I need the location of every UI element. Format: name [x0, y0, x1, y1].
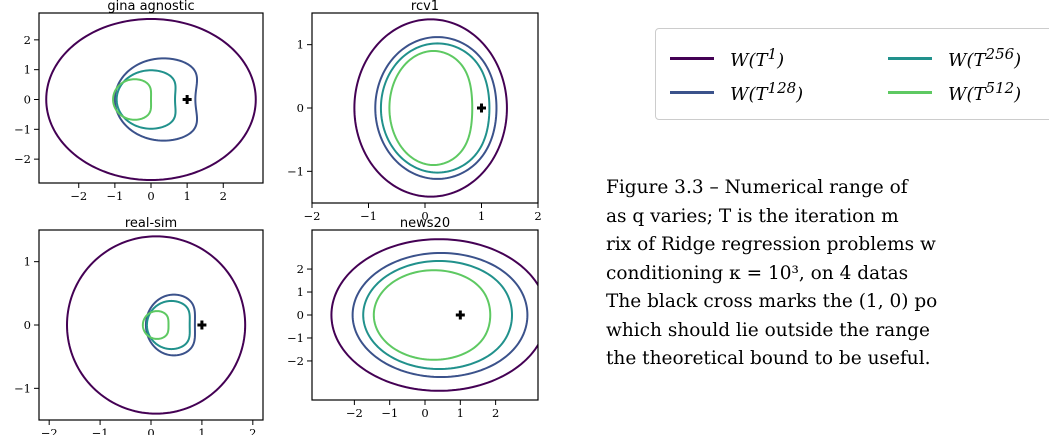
- series-curve: [351, 251, 529, 379]
- series-curve: [145, 299, 191, 351]
- y-tick-label: −1: [287, 331, 304, 345]
- series-curve: [374, 36, 498, 180]
- cross-marker: [197, 320, 207, 330]
- cross-marker: [477, 103, 486, 113]
- subplot-2: rcv1 −2 −1 0 1 2 −1 0 1: [287, 0, 542, 223]
- series-curve: [45, 17, 257, 182]
- cross-marker: [455, 310, 465, 320]
- subplot-title: gina agnostic: [107, 0, 194, 14]
- x-tick-label: −1: [360, 209, 377, 223]
- caption-line: the theoretical bound to be useful.: [606, 348, 931, 369]
- y-tick-label: −1: [287, 164, 304, 178]
- y-tick-label: −1: [14, 122, 31, 136]
- x-tick-label: −2: [41, 426, 58, 435]
- y-tick-label: 0: [297, 101, 304, 115]
- subplot-title: real-sim: [125, 216, 177, 231]
- x-tick-label: 1: [478, 209, 485, 223]
- x-tick-label: 1: [198, 426, 205, 435]
- legend-entry-t256: W(T256): [888, 43, 1021, 73]
- axes-frame: [38, 229, 264, 421]
- cross-marker: [182, 94, 192, 104]
- y-tick-label: −1: [14, 381, 31, 395]
- y-tick-label: 0: [24, 92, 31, 106]
- series-curve: [330, 238, 538, 392]
- series-curve: [372, 269, 492, 361]
- y-tick-label: 1: [24, 255, 31, 269]
- curve-group: [45, 17, 257, 182]
- caption-line: Figure 3.3 – Numerical range of: [606, 177, 908, 198]
- x-tick-label: 2: [534, 209, 541, 223]
- legend-entry-t128: W(T128): [670, 77, 803, 107]
- y-tick-label: 1: [297, 38, 304, 52]
- caption-line: as q varies; T is the iteration m: [606, 205, 899, 227]
- legend: W(T1) W(T256) W(T128) W(T512): [655, 28, 1049, 120]
- y-tick-label: 2: [297, 262, 304, 276]
- series-curve: [115, 69, 177, 130]
- legend-label-t256: W(T256): [948, 45, 1022, 71]
- subplot-3: real-sim −2 −1 0 1 2 −1 0 1: [14, 216, 264, 435]
- series-curve: [379, 42, 491, 174]
- series-curve: [65, 235, 247, 415]
- y-tick-label: 1: [24, 63, 31, 77]
- caption-line: which should lie outside the range: [606, 319, 930, 341]
- x-tick-label: 0: [421, 209, 428, 223]
- caption-line: rix of Ridge regression problems w: [606, 234, 936, 255]
- y-tick-label: −2: [287, 354, 304, 368]
- series-curve: [388, 49, 474, 167]
- caption-line: conditioning κ = 10³, on 4 datas: [606, 262, 909, 284]
- series-curve: [112, 78, 153, 121]
- legend-swatch-t256: [888, 56, 932, 60]
- x-tick-label: 0: [147, 189, 154, 203]
- y-tick-label: 0: [24, 318, 31, 332]
- y-tick-label: 1: [297, 285, 304, 299]
- x-tick-label: −2: [346, 406, 363, 420]
- x-tick-label: −2: [70, 189, 87, 203]
- y-tick-label: −2: [14, 152, 31, 166]
- series-curve: [144, 293, 196, 357]
- legend-swatch-t1: [670, 56, 714, 60]
- legend-label-t512: W(T512): [948, 79, 1022, 105]
- x-tick-label: 1: [457, 406, 464, 420]
- y-tick-label: 2: [24, 33, 31, 47]
- legend-label-t128: W(T128): [730, 79, 804, 105]
- x-tick-label: 0: [421, 406, 428, 420]
- x-tick-label: 2: [249, 426, 256, 435]
- curve-group: [353, 18, 508, 198]
- x-tick-label: −2: [304, 209, 321, 223]
- x-tick-label: −1: [106, 189, 123, 203]
- legend-entry-t512: W(T512): [888, 77, 1021, 107]
- series-curve: [353, 18, 508, 198]
- caption-line: The black cross marks the (1, 0) po: [606, 291, 938, 312]
- x-tick-label: −1: [381, 406, 398, 420]
- subplot-title: news20: [400, 216, 450, 231]
- legend-swatch-t512: [888, 90, 932, 94]
- subplot-1: gina agnostic −2 −1 0 1 2 −2 −1 0 1 2: [14, 0, 264, 203]
- curve-group: [330, 238, 538, 392]
- series-curve: [113, 57, 199, 142]
- x-tick-label: 0: [147, 426, 154, 435]
- series-curve: [141, 310, 170, 340]
- subplot-4: news20 −2 −1 0 1 2 −2 −1 0 1 2: [287, 216, 539, 420]
- curve-group: [65, 235, 247, 415]
- subplot-title: rcv1: [411, 0, 439, 14]
- legend-entry-t1: W(T1): [670, 43, 784, 73]
- x-tick-label: 2: [492, 406, 499, 420]
- x-tick-label: 1: [183, 189, 190, 203]
- legend-swatch-t128: [670, 90, 714, 94]
- series-curve: [362, 260, 514, 370]
- axes-frame: [311, 12, 539, 204]
- y-tick-label: 0: [297, 308, 304, 322]
- legend-label-t1: W(T1): [730, 45, 785, 71]
- figure-caption: Figure 3.3 – Numerical range of as q var…: [606, 174, 1049, 374]
- x-tick-label: −1: [92, 426, 109, 435]
- subplot-grid: gina agnostic −2 −1 0 1 2 −2 −1 0 1 2 rcv1 −2 −1 0 1 2 −1…: [14, 0, 542, 435]
- x-tick-label: 2: [220, 189, 227, 203]
